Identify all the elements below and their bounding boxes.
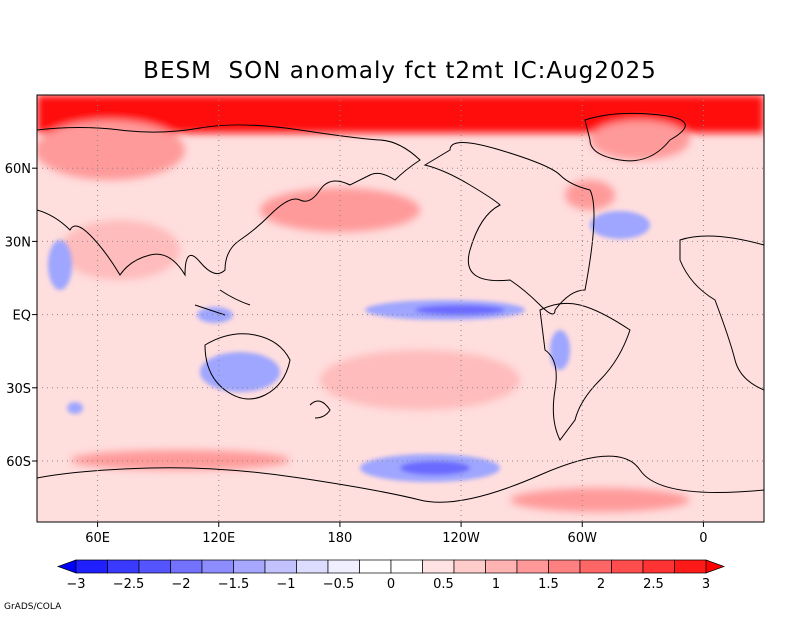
coastlines [37,112,764,503]
colorbar-swatch [107,559,140,574]
colorbar-label: 2.5 [643,577,664,592]
eurasia-coastline [37,124,421,277]
south-america-coastline [539,302,631,441]
north-atlantic-warm-patch [565,180,615,210]
graticule [37,95,764,522]
colorbar-swatch [390,559,423,574]
lat-tick-label: 60N [5,162,31,177]
colorbar-swatch [579,559,612,574]
lon-tick-label: 180 [328,531,353,546]
colorbar-label: −1 [276,577,295,592]
maritime-continent-cool-patch [197,307,233,323]
south-asia-warm-patch [60,220,180,280]
antarctica-coastline [37,455,764,503]
colorbar-swatch [359,559,392,574]
colorbar-label: 0.5 [433,577,454,592]
australia-coastline [204,333,291,400]
colorbar-swatch [642,559,675,574]
colorbar-swatch [485,559,518,574]
colorbar-swatch [327,559,360,574]
lat-tick-label: 60S [6,455,31,470]
lon-tick-label: 120E [202,531,235,546]
lon-tick-label: 60E [85,531,110,546]
colorbar-swatch [516,559,549,574]
lat-tick-label: 30N [5,235,31,250]
colorbar-swatch [264,559,297,574]
greenland-coastline [584,112,686,162]
greenland-warm-patch [590,120,690,160]
lon-tick-label: 0 [699,531,707,546]
africa-coastline [679,235,764,391]
nino-cool-core [415,305,505,315]
colorbar-swatch [422,559,455,574]
atlantic-cool-patch [590,211,650,239]
antarctic-warm-patch [510,488,690,512]
australia-cool-patch [200,352,280,392]
colorbar-label: 0 [387,577,395,592]
southern-ocean-warm-band [70,450,290,470]
new-zealand-coastline [309,400,331,419]
arabian-sea-cool-patch [48,240,72,290]
lat-tick-label: 30S [6,382,31,397]
colorbar-label: −2.5 [113,577,145,592]
warm-anomaly-regions [37,95,764,512]
lon-tick-label: 120W [442,531,480,546]
colorbar-swatch [548,559,581,574]
north-america-coastline [423,142,595,315]
colorbar-label: −2 [171,577,190,592]
colorbar-swatch [233,559,266,574]
siberia-warm-patch [37,120,185,180]
longitude-axis: 60E 120E 180 120W 60W 0 [85,522,708,546]
colorbar-min-arrow [56,559,77,574]
colorbar-swatch [296,559,329,574]
colorbar-swatch [75,559,108,574]
andes-cool-patch [550,330,570,370]
colorbar-label: 3 [702,577,710,592]
cool-anomaly-regions [48,211,650,482]
anomaly-field [37,95,764,522]
lat-tick-label: EQ [13,309,31,324]
colorbar-swatch [611,559,644,574]
colorbar-swatch [674,559,707,574]
colorbar-label: −0.5 [323,577,355,592]
colorbar-max-arrow [705,559,726,574]
colorbar-swatch [201,559,234,574]
map-title: BESM SON anomaly fct t2mt IC:Aug2025 [143,58,657,84]
southern-pacific-cool-core [400,461,470,475]
credit-text: GrADS/COLA [4,602,62,612]
indian-ocean-cool-spot [67,402,83,414]
colorbar-swatch [453,559,486,574]
colorbar-label: 1.5 [538,577,559,592]
latitude-axis: 60N 30N EQ 30S 60S [5,162,37,470]
colorbar-swatch [170,559,203,574]
lon-tick-label: 60W [568,531,598,546]
colorbar-label: 2 [597,577,605,592]
colorbar: −3 −2.5 −2 −1.5 −1 −0.5 0 0.5 1 1.5 2 2.5 3 [56,559,726,592]
map-frame [36,94,765,523]
colorbar-label: −1.5 [218,577,250,592]
colorbar-swatch [138,559,171,574]
colorbar-label: 1 [492,577,500,592]
south-pacific-warm-patch [320,350,520,410]
colorbar-label: −3 [66,577,85,592]
